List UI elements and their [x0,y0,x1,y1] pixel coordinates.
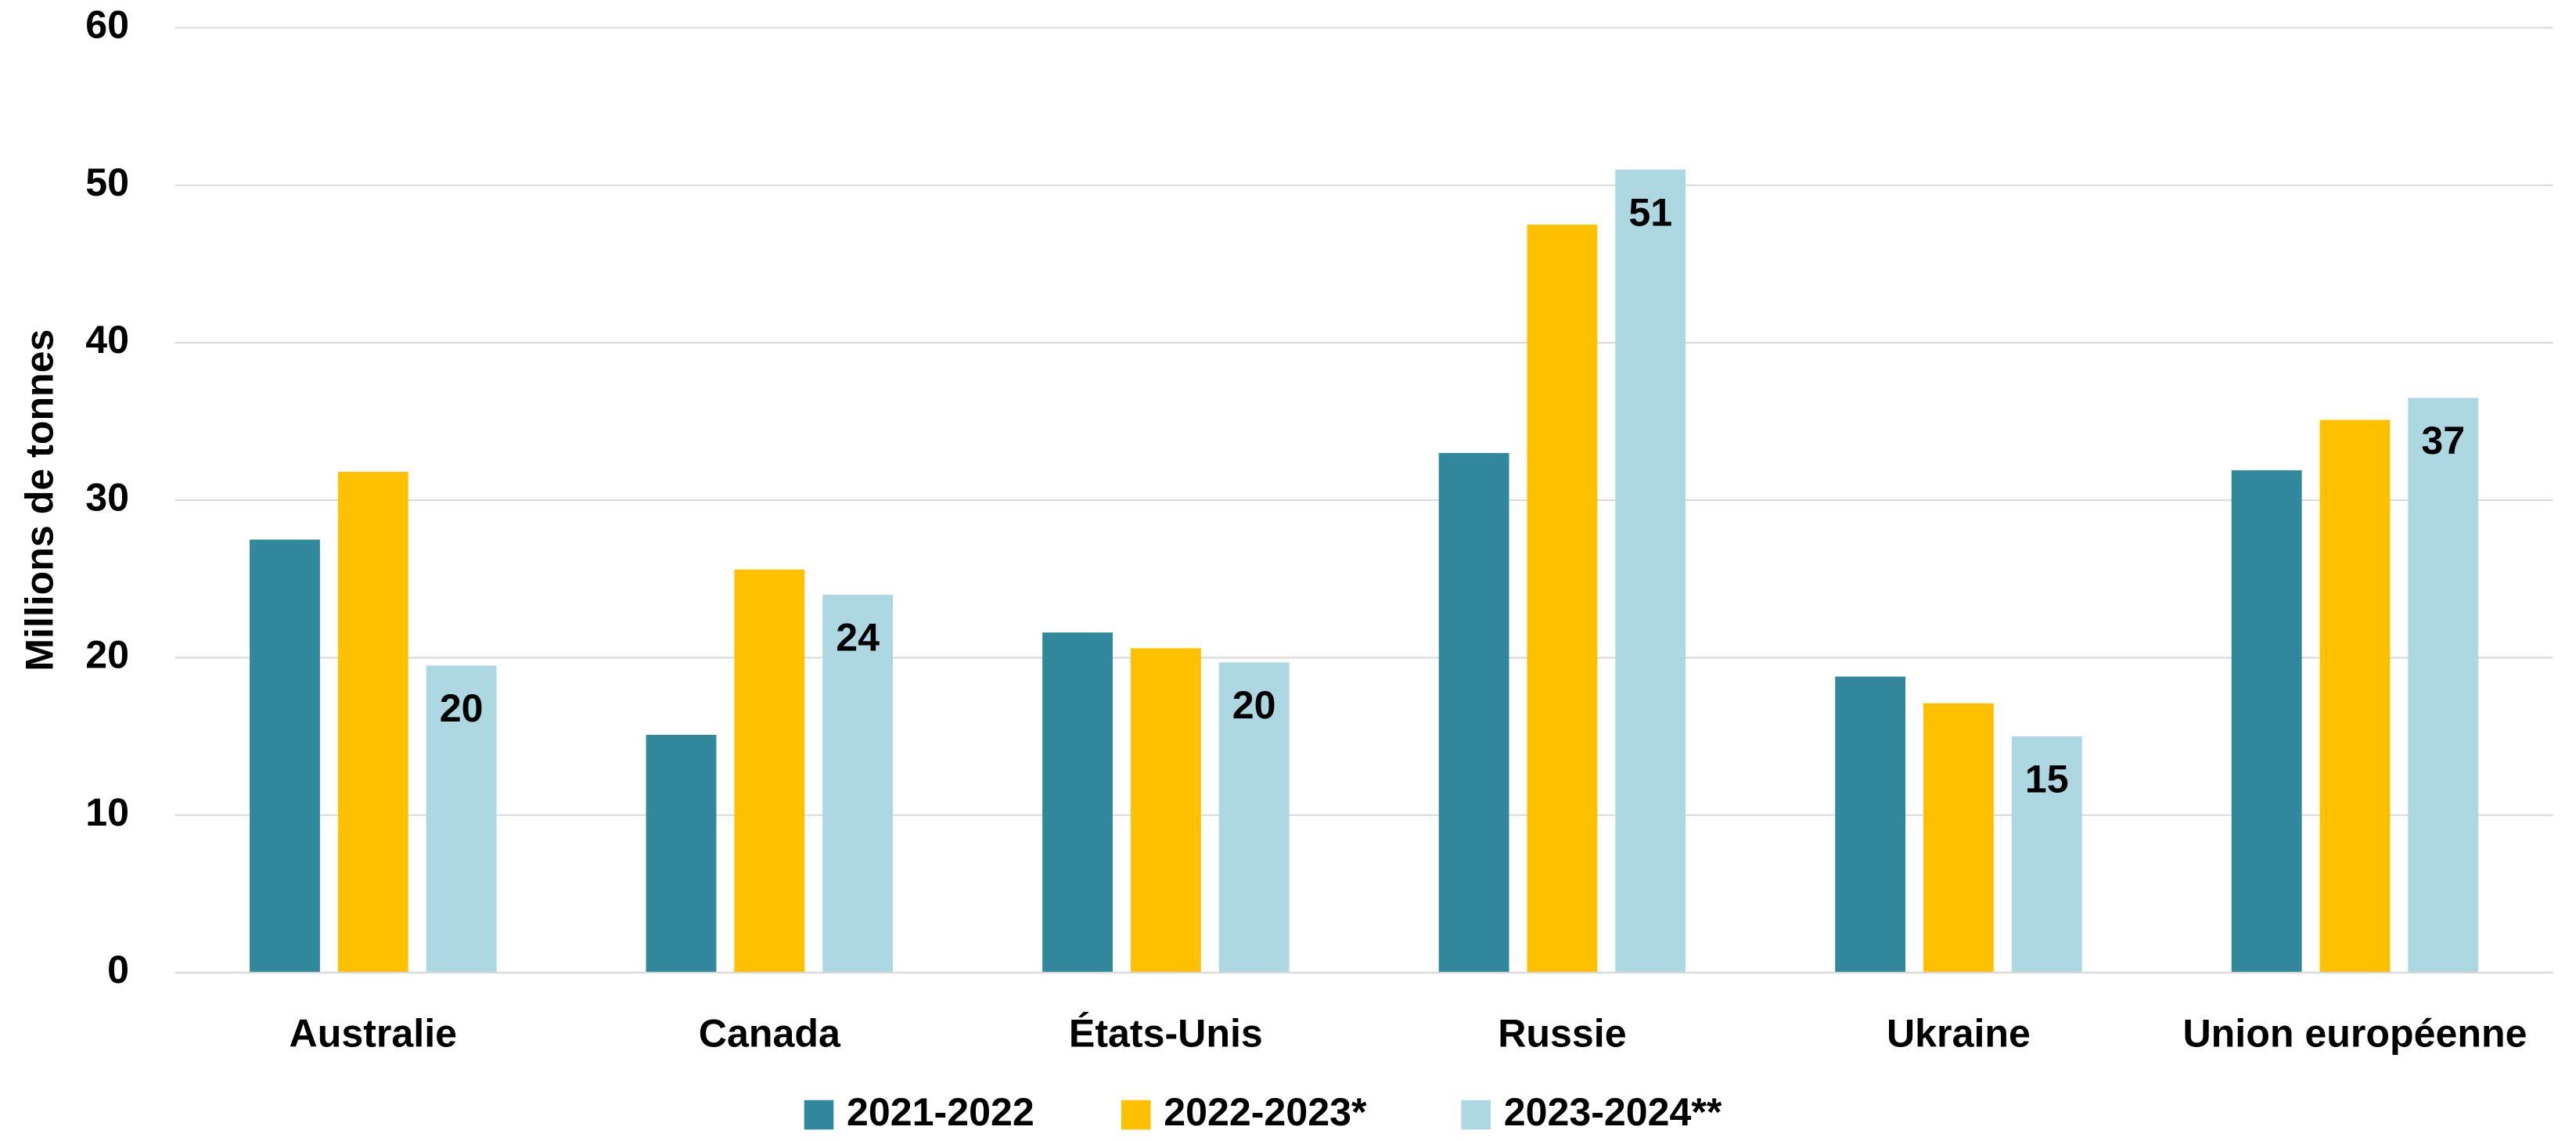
x-tick-label: Australie [290,1012,458,1056]
legend-label: 2023-2024** [1504,1090,1722,1134]
bar [1438,452,1509,973]
legend-swatch [1121,1100,1151,1130]
bar [2231,470,2302,973]
data-label: 20 [440,686,484,730]
data-label: 37 [2421,419,2465,463]
y-tick-label: 30 [85,475,129,519]
bar [426,665,497,973]
legend-label: 2021-2022 [847,1090,1034,1134]
bar [822,594,894,973]
x-tick-label: Canada [699,1012,841,1056]
x-tick-label: Ukraine [1887,1012,2031,1056]
data-label: 24 [836,616,880,660]
y-tick-label: 20 [85,633,129,677]
bar [1218,662,1290,973]
bar [646,735,717,973]
bar [250,539,320,973]
legend-swatch [1461,1100,1491,1130]
bar [1042,632,1113,973]
data-label: 20 [1232,683,1276,727]
legend-label: 2022-2023* [1164,1090,1367,1134]
bar [1130,648,1201,973]
bar [2011,736,2082,973]
y-tick-label: 40 [85,318,129,362]
y-tick-label: 10 [85,790,129,834]
x-tick-label: Union européenne [2182,1012,2527,1056]
data-label: 15 [2025,758,2069,801]
bar [1615,169,1686,973]
y-axis-label: Millions de tonnes [18,329,62,671]
y-tick-label: 60 [85,3,129,47]
y-tick-label: 50 [85,160,129,204]
y-tick-label: 0 [107,948,129,992]
bar [2319,419,2391,973]
bar [2408,398,2479,973]
x-tick-label: États-Unis [1069,1012,1263,1056]
bar [734,569,805,973]
data-label: 51 [1628,190,1672,234]
bar [1923,703,1994,973]
x-tick-label: Russie [1498,1012,1626,1056]
bar [337,471,408,973]
bar [1835,676,1906,973]
legend-swatch [804,1100,834,1130]
bar [1527,225,1598,973]
